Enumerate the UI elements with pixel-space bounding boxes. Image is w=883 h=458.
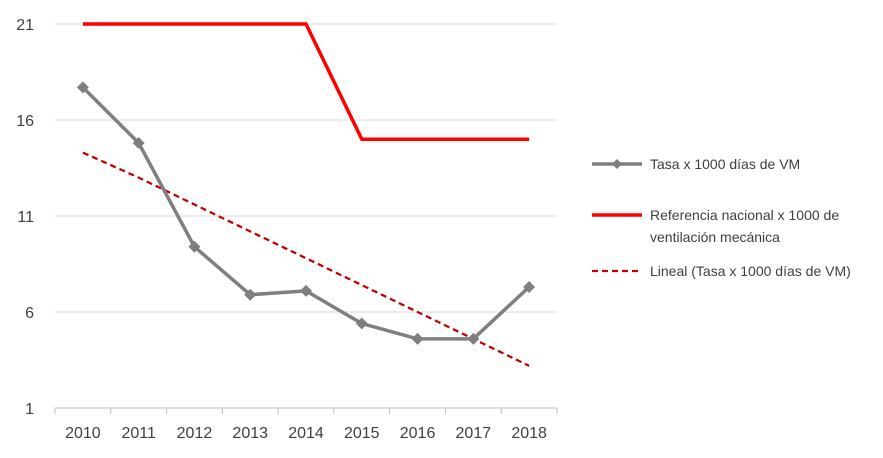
data-point	[188, 240, 201, 253]
x-tick-label: 2014	[288, 425, 324, 442]
data-point	[300, 284, 312, 297]
series-line-1	[82, 22, 530, 141]
data-point	[467, 332, 480, 345]
y-tick-label: 1	[25, 401, 34, 418]
x-tick-label: 2011	[121, 425, 156, 442]
data-point	[523, 281, 536, 294]
x-tick-label: 2016	[400, 425, 436, 442]
data-point	[355, 317, 368, 330]
y-tick-label: 6	[25, 305, 34, 322]
legend-marker	[612, 159, 622, 169]
legend-item: Referencia nacional x 1000 de ventilación…	[592, 207, 839, 245]
x-tick-label: 2018	[511, 425, 547, 442]
series-line-2	[82, 151, 530, 367]
legend-item: Tasa x 1000 días de VM	[592, 156, 800, 172]
gridlines	[55, 23, 557, 313]
series-group	[76, 22, 536, 367]
x-tick-label: 2015	[344, 425, 380, 442]
y-tick-label: 16	[16, 113, 34, 130]
x-tick-label: 2013	[232, 425, 268, 442]
data-point	[244, 288, 257, 301]
legend: Tasa x 1000 días de VM Referencia naciona…	[592, 156, 851, 279]
x-axis	[54, 407, 558, 414]
y-tick-label: 21	[16, 17, 34, 34]
x-tick-label: 2012	[177, 425, 213, 442]
data-point	[76, 81, 89, 94]
legend-item: Lineal (Tasa x 1000 días de VM)	[592, 263, 851, 279]
data-point	[411, 332, 424, 345]
x-tick-label: 2017	[456, 425, 492, 442]
x-tick-label: 2010	[65, 425, 101, 442]
series-line-0	[81, 86, 531, 341]
legend-label: Lineal (Tasa x 1000 días de VM)	[650, 263, 851, 279]
legend-label: ventilación mecánica	[650, 229, 780, 245]
legend-label: Tasa x 1000 días de VM	[650, 156, 800, 172]
legend-label: Referencia nacional x 1000 de	[650, 207, 839, 223]
data-point	[132, 137, 145, 150]
y-tick-label: 11	[17, 209, 34, 226]
